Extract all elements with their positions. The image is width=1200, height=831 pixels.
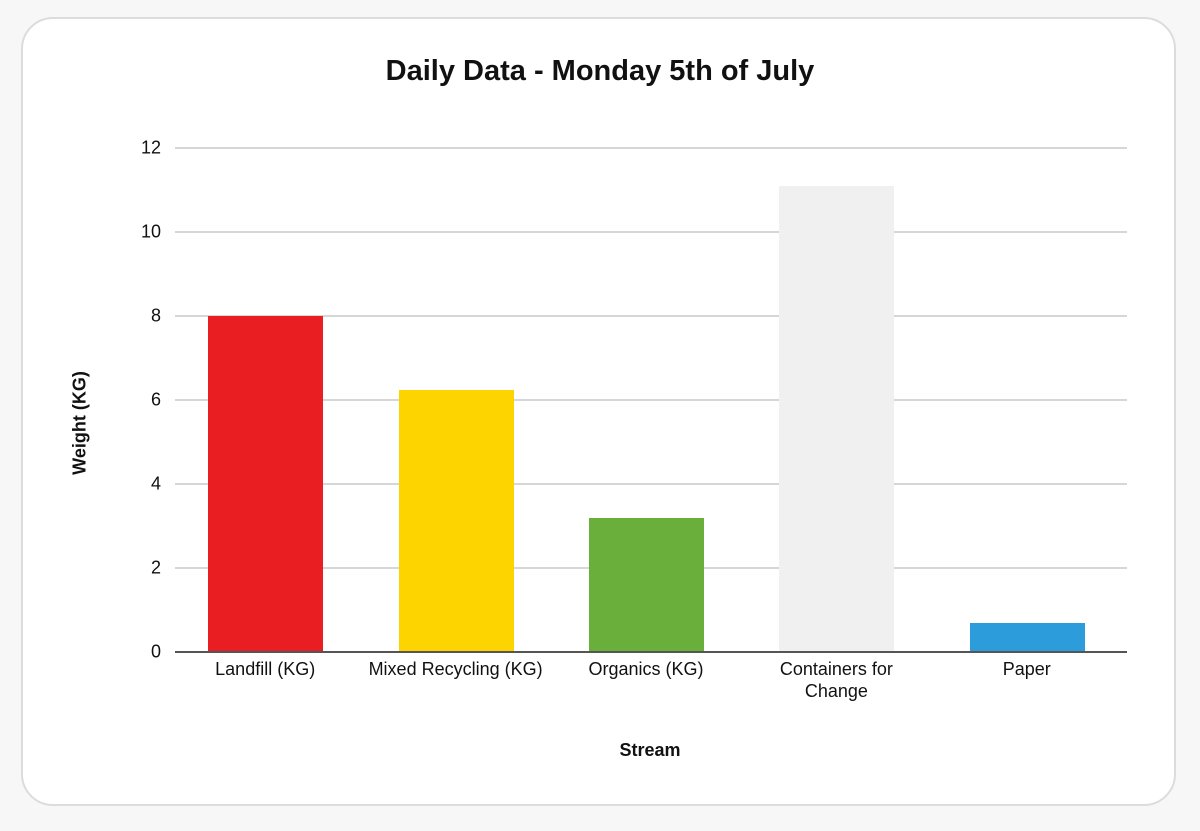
- bar[interactable]: [589, 517, 704, 652]
- x-tick-label: Containers for Change: [779, 659, 893, 701]
- gridline: [175, 399, 1127, 401]
- x-axis-line: [175, 651, 1127, 653]
- y-tick-label: 2: [150, 557, 161, 578]
- y-tick-label: 12: [140, 137, 161, 158]
- y-axis-label: Weight (KG): [69, 371, 90, 475]
- x-tick-label: Organics (KG): [588, 659, 704, 679]
- y-tick-label: 8: [150, 305, 161, 326]
- bar[interactable]: [969, 622, 1085, 652]
- gridline: [175, 147, 1127, 149]
- x-tick-label: Paper: [1002, 659, 1051, 679]
- bar[interactable]: [779, 185, 895, 652]
- bar[interactable]: [398, 389, 514, 652]
- y-tick-label: 10: [140, 221, 161, 242]
- y-tick-label: 6: [150, 389, 161, 410]
- x-tick-label: Landfill (KG): [215, 659, 316, 679]
- chart-title: Daily Data - Monday 5th of July: [385, 55, 815, 87]
- gridline: [175, 483, 1127, 485]
- gridline: [175, 315, 1127, 317]
- y-tick-label: 0: [150, 641, 161, 662]
- plot-area: 0 2 4 6 8 10 12 Landfill (KG) Mixed Recycling (K…: [141, 138, 1127, 701]
- x-tick-label: Mixed Recycling (KG): [368, 659, 543, 679]
- bar[interactable]: [208, 316, 324, 652]
- x-axis-label: Stream: [619, 740, 681, 760]
- y-tick-label: 4: [150, 473, 161, 494]
- gridline: [175, 231, 1127, 233]
